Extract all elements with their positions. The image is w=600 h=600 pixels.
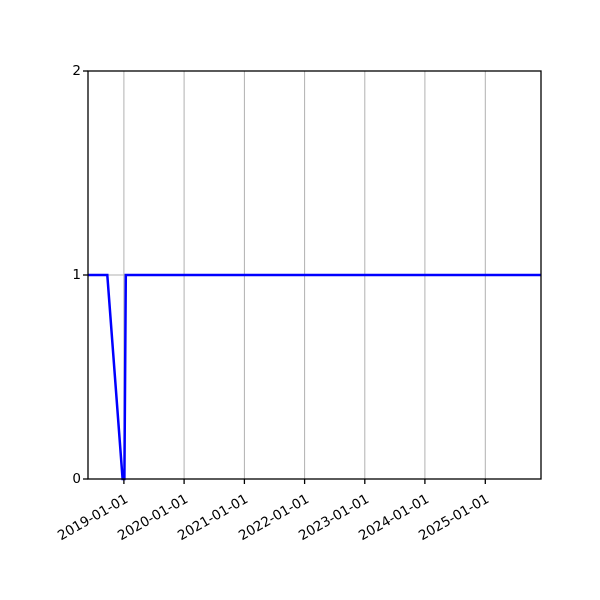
y-tick-label: 2 [72,63,81,79]
axis-tick-marks [83,70,486,484]
y-tick-label: 1 [72,267,81,283]
data-line [88,273,541,481]
y-tick-label: 0 [72,471,81,487]
